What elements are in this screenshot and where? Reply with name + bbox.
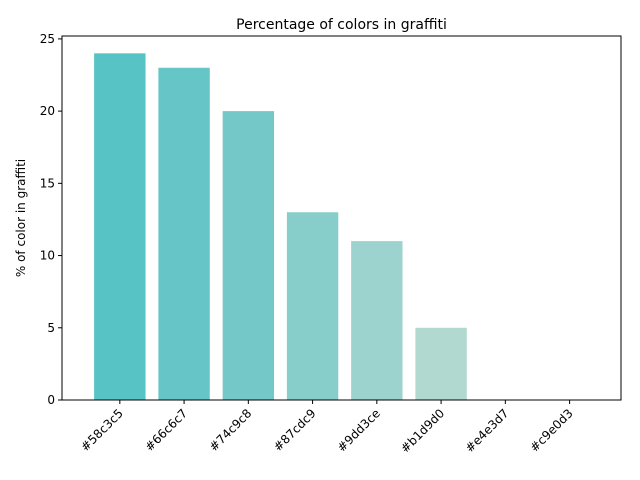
bars-group xyxy=(94,53,467,401)
x-tick-label-3: #87cdc9 xyxy=(271,406,319,454)
x-tick-label-5: #b1d9d0 xyxy=(398,406,447,455)
x-tick-label-0: #58c3c5 xyxy=(78,406,126,454)
bar-1 xyxy=(158,67,210,401)
y-tick-label-2: 10 xyxy=(40,249,55,263)
x-tick-label-4: #9dd3ce xyxy=(334,406,382,454)
plot-frame xyxy=(61,35,622,401)
y-axis-label: % of color in graffiti xyxy=(14,159,28,277)
bar-2 xyxy=(222,111,275,400)
y-tick-label-0: 0 xyxy=(47,393,55,407)
y-tick-label-4: 20 xyxy=(40,104,55,118)
chart-title: Percentage of colors in graffiti xyxy=(236,17,447,33)
bar-5 xyxy=(415,327,467,400)
y-tick-label-3: 15 xyxy=(40,176,55,190)
bar-3 xyxy=(286,212,339,400)
y-tick-label-1: 5 xyxy=(47,321,55,335)
x-tick-label-7: #c9e0d3 xyxy=(527,406,575,454)
bar-4 xyxy=(351,241,403,400)
bar-0 xyxy=(94,53,146,400)
y-ticks-group: 0 5 10 15 20 25 xyxy=(40,32,62,407)
x-tick-label-1: #66c6c7 xyxy=(142,406,190,454)
x-ticks-group: #58c3c5 #66c6c7 #74c9c8 #87cdc9 #9dd3ce #b1d9… xyxy=(78,400,576,456)
y-tick-label-5: 25 xyxy=(40,32,55,46)
x-tick-label-6: #e4e3d7 xyxy=(462,406,511,455)
x-tick-label-2: #74c9c8 xyxy=(207,406,255,454)
